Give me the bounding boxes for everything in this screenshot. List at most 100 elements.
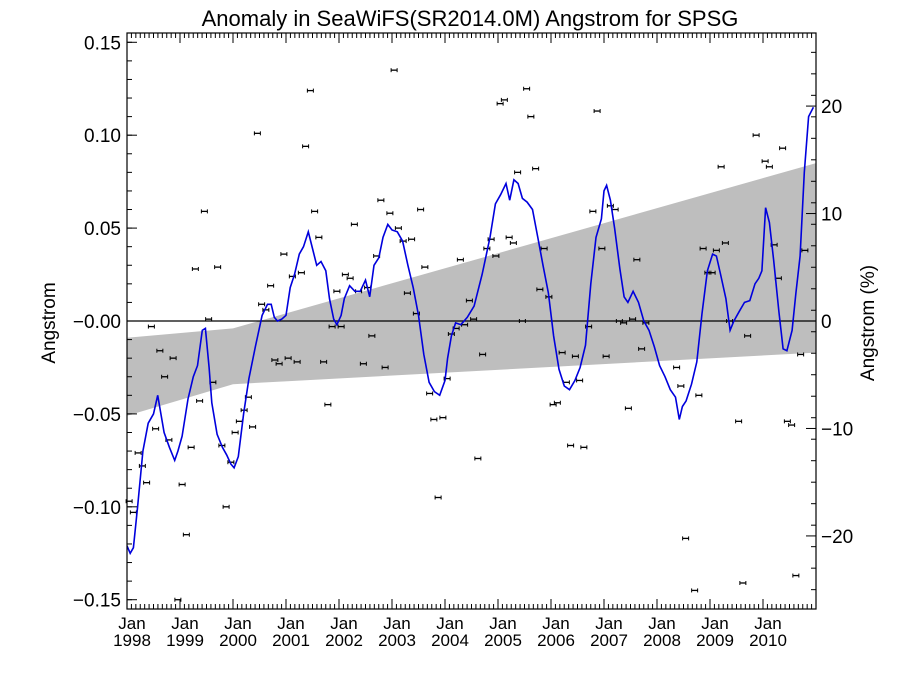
data-point: [421, 265, 429, 270]
y-tick-label: 0.10: [84, 126, 121, 147]
x-tick-year-label: 1999: [166, 631, 204, 650]
data-point: [708, 270, 716, 275]
data-point: [147, 324, 155, 329]
data-point: [275, 361, 283, 366]
data-point: [744, 333, 752, 338]
x-tick-year-label: 2000: [219, 631, 257, 650]
data-point: [589, 209, 597, 214]
data-point: [426, 391, 434, 396]
data-point: [408, 237, 416, 242]
data-point: [801, 248, 809, 253]
x-tick-month-label: Jan: [171, 614, 198, 633]
data-point: [138, 463, 146, 468]
data-point: [576, 378, 584, 383]
data-point: [359, 361, 367, 366]
plot-area: −0.15 −0.10 −0.05 −0.00 0.05 0.10 0.15 −20 −10 0 1…: [73, 32, 853, 650]
data-point: [677, 384, 685, 389]
right-tick-label: 20: [821, 97, 842, 118]
data-point: [606, 203, 614, 208]
data-point: [540, 246, 548, 251]
data-point: [439, 415, 447, 420]
x-tick-year-label: 2006: [537, 631, 575, 650]
x-tick-month-label: Jan: [224, 614, 251, 633]
data-point: [792, 573, 800, 578]
data-point: [417, 207, 425, 212]
data-point: [430, 417, 438, 422]
data-point: [518, 319, 526, 323]
data-point: [620, 320, 628, 325]
data-point: [611, 207, 619, 212]
x-tick-year-label: 2009: [696, 631, 734, 650]
data-point: [143, 480, 151, 485]
trend-band: [127, 163, 816, 416]
data-point: [509, 240, 517, 245]
data-point: [523, 86, 531, 91]
data-point: [536, 287, 544, 292]
data-point: [134, 450, 142, 455]
data-point: [231, 430, 239, 435]
data-point: [673, 365, 681, 370]
data-point: [320, 359, 328, 364]
data-point: [306, 88, 314, 93]
y-tick-label: 0.15: [84, 33, 121, 54]
data-point: [633, 257, 641, 262]
data-point: [328, 324, 336, 329]
data-point: [721, 240, 729, 245]
y-axis-label-left: Angstrom: [39, 282, 60, 363]
data-point: [350, 222, 358, 227]
data-point: [624, 406, 632, 411]
data-point: [527, 114, 535, 119]
data-point: [761, 159, 769, 164]
data-point: [386, 211, 394, 216]
x-tick-month-label: Jan: [754, 614, 781, 633]
data-point: [262, 307, 270, 312]
data-point: [558, 350, 566, 355]
data-point: [315, 235, 323, 240]
data-point: [346, 276, 354, 281]
x-tick-month-label: Jan: [701, 614, 728, 633]
data-point: [456, 257, 464, 262]
x-tick-year-label: 1998: [113, 631, 151, 650]
x-tick-month-label: Jan: [436, 614, 463, 633]
data-point: [752, 133, 760, 138]
data-point: [514, 170, 522, 175]
data-point: [337, 324, 345, 329]
data-point: [161, 374, 169, 379]
data-point: [267, 283, 275, 288]
data-point: [465, 298, 473, 303]
data-point: [381, 365, 389, 370]
data-point: [629, 317, 637, 322]
data-point: [311, 209, 319, 214]
x-tick-year-label: 2004: [431, 631, 469, 650]
data-point: [712, 248, 720, 253]
data-point: [196, 398, 204, 403]
x-tick-year-label: 2001: [272, 631, 310, 650]
data-point: [280, 252, 288, 257]
data-point: [434, 495, 442, 500]
data-point: [532, 166, 540, 171]
data-point: [783, 419, 791, 424]
data-point: [271, 358, 279, 363]
y-tick-label: 0.05: [84, 219, 121, 240]
y-axis-label-right: Angstrom (%): [858, 265, 879, 381]
data-point: [297, 270, 305, 275]
data-point: [169, 356, 177, 361]
data-point: [505, 235, 513, 240]
data-point: [638, 346, 646, 351]
smooth-series-line: [127, 106, 815, 556]
x-tick-year-label: 2007: [590, 631, 628, 650]
data-point: [187, 445, 195, 450]
data-point: [571, 354, 579, 359]
y-tick-label: −0.05: [73, 405, 121, 426]
x-tick-month-label: Jan: [330, 614, 357, 633]
y-tick-label: −0.15: [73, 591, 121, 612]
data-point: [470, 317, 478, 322]
x-tick-month-label: Jan: [595, 614, 622, 633]
data-point: [788, 423, 796, 428]
x-tick-month-label: Jan: [118, 614, 145, 633]
x-tick-year-label: 2005: [484, 631, 522, 650]
x-tick-year-label: 2002: [325, 631, 363, 650]
data-point: [253, 131, 261, 136]
data-point: [200, 209, 208, 214]
